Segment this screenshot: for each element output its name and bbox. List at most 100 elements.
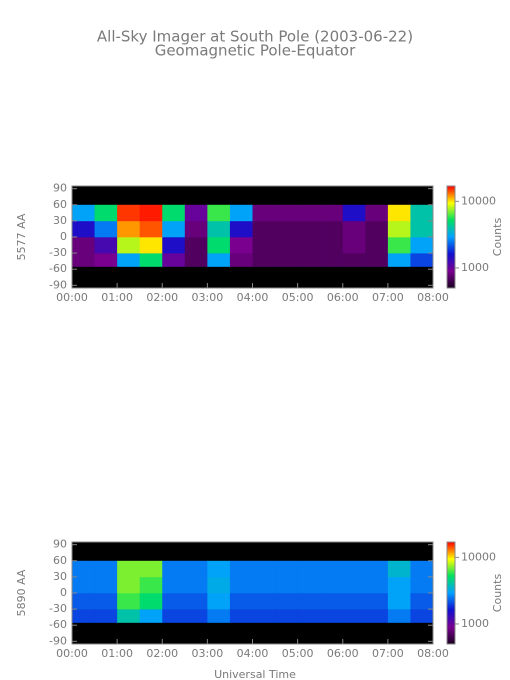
heatmap-cell — [387, 609, 411, 623]
heatmap-cell — [342, 220, 366, 238]
heatmap-cell — [342, 576, 366, 594]
heatmap-cell — [387, 560, 411, 578]
heatmap-cell — [365, 576, 389, 594]
colorbar-tick-label: 10000 — [461, 550, 496, 563]
heatmap-cell — [139, 609, 163, 623]
heatmap-cell — [365, 237, 389, 254]
heatmap-cell — [162, 220, 186, 238]
heatmap-cell — [320, 204, 344, 222]
heatmap-cell — [297, 237, 321, 254]
y-tick-label: -60 — [49, 618, 67, 631]
heatmap-cell — [72, 609, 95, 623]
colorbar-label: Counts — [491, 574, 504, 613]
heatmap-cell — [320, 609, 344, 623]
heatmap-cell — [229, 609, 253, 623]
heatmap-cell — [252, 220, 276, 238]
colorbar-tick-label: 1000 — [461, 261, 489, 274]
heatmap-cell — [387, 576, 411, 594]
heatmap-cell — [297, 204, 321, 222]
y-tick-label: -90 — [49, 634, 67, 647]
heatmap-cell — [387, 204, 411, 222]
heatmap-cell — [275, 237, 298, 254]
y-axis-label: 5890 AA — [15, 569, 28, 616]
heatmap-cell — [342, 253, 366, 267]
heatmap-cell — [162, 576, 186, 594]
heatmap-cell — [139, 204, 163, 222]
y-tick-label: -60 — [49, 262, 67, 275]
heatmap-cell — [410, 237, 434, 254]
heatmap-cell — [207, 609, 231, 623]
heatmap-cell — [410, 560, 434, 578]
colorbar-tick-label: 10000 — [461, 194, 496, 207]
heatmap-cell — [117, 253, 140, 267]
heatmap-cell — [184, 204, 208, 222]
heatmap-cell — [275, 220, 298, 238]
heatmap-cell — [229, 204, 253, 222]
heatmap-cell — [117, 237, 140, 254]
x-tick-label: 08:00 — [417, 291, 449, 304]
x-tick-label: 06:00 — [327, 291, 359, 304]
heatmap-cell — [139, 576, 163, 594]
x-tick-label: 07:00 — [372, 291, 404, 304]
heatmap-cell — [117, 576, 140, 594]
heatmap-cell — [410, 220, 434, 238]
heatmap-cell — [229, 560, 253, 578]
heatmap-cell — [72, 560, 95, 578]
heatmap-cell — [275, 609, 298, 623]
x-tick-label: 03:00 — [192, 291, 224, 304]
heatmap-cell — [72, 220, 95, 238]
heatmap-cell — [410, 593, 434, 610]
heatmap-cell — [252, 593, 276, 610]
heatmap-cell — [365, 593, 389, 610]
heatmap-cell — [275, 253, 298, 267]
heatmap-cell — [320, 576, 344, 594]
heatmap-cell — [139, 220, 163, 238]
x-tick-label: 00:00 — [56, 647, 88, 660]
x-tick-label: 04:00 — [237, 291, 269, 304]
y-axis-label: 5577 AA — [15, 213, 28, 260]
heatmap-cell — [229, 576, 253, 594]
heatmap-cell — [297, 609, 321, 623]
heatmap-cell — [94, 204, 118, 222]
y-tick-label: 30 — [53, 214, 67, 227]
y-tick-label: 30 — [53, 570, 67, 583]
colorbar — [446, 541, 456, 645]
heatmap-cell — [162, 609, 186, 623]
heatmap-cell — [162, 204, 186, 222]
heatmap-cell — [139, 593, 163, 610]
heatmap-cell — [139, 237, 163, 254]
heatmap-cell — [94, 576, 118, 594]
heatmap-cell — [184, 560, 208, 578]
heatmap-cell — [320, 560, 344, 578]
chart-title: All-Sky Imager at South Pole (2003-06-22… — [97, 28, 413, 46]
heatmap-cell — [297, 560, 321, 578]
heatmap-cell — [207, 593, 231, 610]
heatmap-cell — [365, 204, 389, 222]
colorbar-tick-label: 1000 — [461, 617, 489, 630]
heatmap-cell — [342, 609, 366, 623]
colorbar-label: Counts — [491, 218, 504, 257]
x-tick-label: 05:00 — [282, 647, 314, 660]
heatmap-cell — [275, 204, 298, 222]
heatmap-cell — [207, 253, 231, 267]
heatmap-cell — [72, 576, 95, 594]
x-tick-label: 08:00 — [417, 647, 449, 660]
heatmap-cell — [410, 204, 434, 222]
heatmap-cell — [229, 220, 253, 238]
heatmap-cell — [365, 609, 389, 623]
heatmap-cell — [94, 593, 118, 610]
heatmap-cell — [207, 220, 231, 238]
x-tick-label: 05:00 — [282, 291, 314, 304]
x-tick-label: 03:00 — [192, 647, 224, 660]
heatmap-cell — [342, 237, 366, 254]
y-tick-label: 60 — [53, 198, 67, 211]
heatmap-cell — [297, 220, 321, 238]
heatmap-cell — [297, 253, 321, 267]
heatmap-cell — [229, 593, 253, 610]
heatmap-cell — [117, 593, 140, 610]
heatmap-cell — [94, 609, 118, 623]
heatmap-cell — [94, 253, 118, 267]
heatmap-cell — [365, 560, 389, 578]
y-tick-label: 90 — [53, 538, 67, 551]
